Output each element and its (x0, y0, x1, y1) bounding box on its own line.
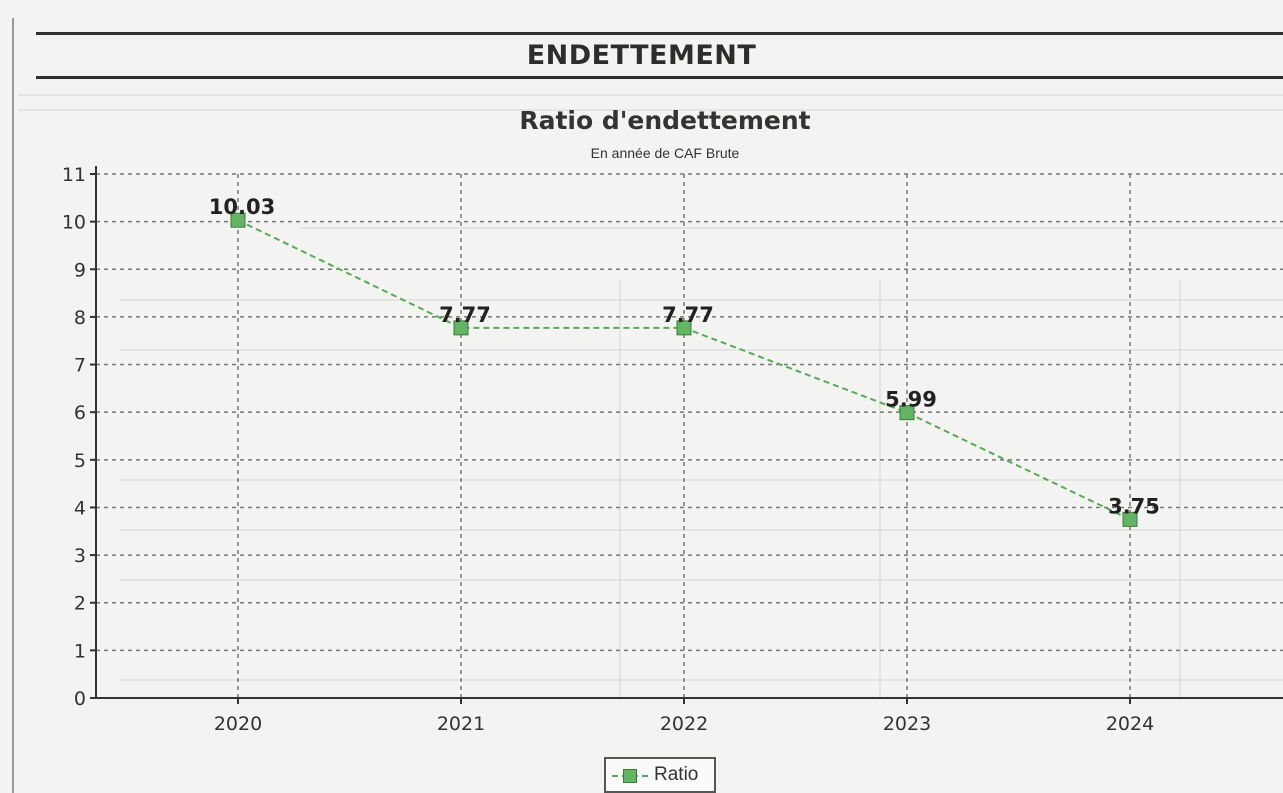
section-title: ENDETTEMENT (526, 40, 757, 71)
y-tick-label: 1 (74, 640, 86, 662)
header-rule-top (36, 32, 1283, 35)
chart-title: Ratio d'endettement (519, 106, 811, 135)
data-label: 7.77 (439, 303, 491, 327)
y-tick-label: 2 (74, 593, 86, 615)
y-tick-label: 11 (62, 164, 86, 186)
data-label: 3.75 (1108, 494, 1160, 518)
x-tick-label: 2024 (1106, 713, 1154, 735)
legend-label-ratio: Ratio (654, 764, 699, 785)
y-tick-label: 4 (74, 497, 86, 519)
y-tick-label: 6 (74, 402, 86, 424)
data-label: 5.99 (885, 388, 937, 412)
x-tick-label: 2023 (883, 713, 931, 735)
y-tick-label: 5 (74, 450, 86, 472)
x-tick-label: 2022 (660, 713, 708, 735)
legend-square-marker (623, 769, 637, 783)
data-point-marker (230, 212, 246, 228)
data-point-marker (1122, 511, 1138, 527)
page-frame-edge (12, 18, 14, 793)
legend: Ratio (604, 757, 716, 793)
header-rule-bottom (36, 76, 1283, 79)
y-tick-label: 10 (62, 212, 86, 234)
x-tick-label: 2021 (437, 713, 485, 735)
data-point-marker (453, 320, 469, 336)
data-point-marker (899, 405, 915, 421)
y-tick-label: 8 (74, 307, 86, 329)
x-tick-label: 2020 (214, 713, 262, 735)
y-tick-label: 0 (74, 688, 86, 710)
data-label: 7.77 (662, 303, 714, 327)
data-point-marker (676, 320, 692, 336)
y-tick-label: 9 (74, 259, 86, 281)
y-tick-label: 7 (74, 355, 86, 377)
y-tick-label: 3 (74, 545, 86, 567)
chart-subtitle: En année de CAF Brute (590, 145, 740, 161)
data-label: 10.03 (209, 195, 275, 219)
